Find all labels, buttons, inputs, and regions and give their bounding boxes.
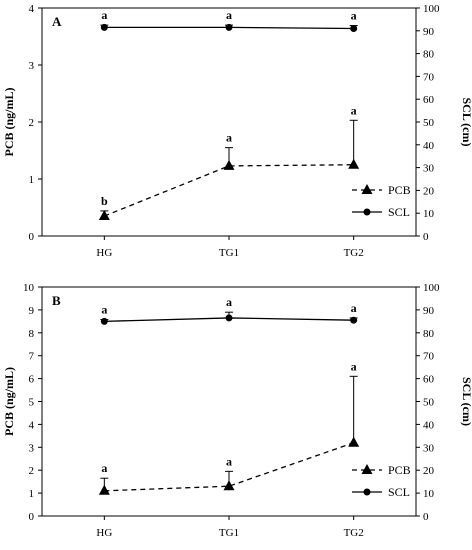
plot-frame bbox=[41, 7, 417, 237]
y-tick-label-right: 50 bbox=[423, 397, 435, 409]
y-tick-label-right: 60 bbox=[423, 374, 435, 386]
y-tick-label-left: 2 bbox=[29, 465, 35, 477]
y-tick-label-right: 50 bbox=[423, 117, 435, 129]
legend-triangle-marker bbox=[361, 184, 373, 194]
y-tick-label-left: 2 bbox=[29, 117, 35, 129]
y-axis-title-right: SCL (cm) bbox=[460, 98, 472, 147]
circle-marker bbox=[100, 317, 108, 325]
y-tick-label-left: 4 bbox=[29, 3, 35, 15]
legend-label: PCB bbox=[388, 183, 411, 197]
y-tick-label-left: 3 bbox=[29, 442, 35, 454]
legend-circle-marker bbox=[363, 208, 371, 216]
x-tick-label: TG2 bbox=[344, 247, 364, 259]
triangle-marker bbox=[348, 436, 360, 447]
y-tick-label-right: 100 bbox=[423, 3, 440, 15]
significance-letter: a bbox=[101, 8, 107, 22]
y-tick-label-right: 70 bbox=[423, 71, 435, 83]
y-tick-label-right: 90 bbox=[423, 305, 435, 317]
y-tick-label-right: 10 bbox=[423, 208, 435, 220]
triangle-marker bbox=[348, 158, 360, 169]
x-tick-label: HG bbox=[96, 527, 112, 539]
y-tick-label-left: 1 bbox=[29, 174, 35, 186]
y-tick-label-left: 5 bbox=[29, 397, 35, 409]
significance-letter: a bbox=[351, 359, 357, 373]
circle-marker bbox=[225, 314, 233, 322]
significance-letter: a bbox=[226, 454, 232, 468]
y-tick-label-right: 0 bbox=[423, 231, 429, 243]
triangle-marker bbox=[223, 480, 235, 491]
legend-circle-marker bbox=[363, 488, 371, 496]
legend-label: SCL bbox=[388, 205, 410, 219]
y-axis-title-left: PCB (ng/mL) bbox=[2, 87, 16, 156]
y-tick-label-left: 6 bbox=[29, 374, 35, 386]
y-axis-title-right: SCL (cm) bbox=[460, 377, 472, 426]
x-tick-label: TG1 bbox=[219, 527, 239, 539]
circle-marker bbox=[350, 25, 358, 33]
panel-letter: A bbox=[52, 14, 62, 29]
x-tick-label: HG bbox=[96, 247, 112, 259]
y-tick-label-right: 0 bbox=[423, 511, 429, 523]
circle-marker bbox=[225, 23, 233, 31]
y-tick-label-right: 20 bbox=[423, 185, 435, 197]
series-line bbox=[104, 164, 354, 217]
triangle-marker bbox=[98, 484, 110, 495]
significance-letter: a bbox=[101, 461, 107, 475]
significance-letter: a bbox=[226, 131, 232, 145]
triangle-marker bbox=[223, 159, 235, 170]
y-tick-label-right: 70 bbox=[423, 351, 435, 363]
y-tick-label-left: 9 bbox=[29, 305, 35, 317]
x-tick-label: TG1 bbox=[219, 247, 239, 259]
y-tick-label-right: 40 bbox=[423, 419, 435, 431]
y-tick-label-left: 1 bbox=[29, 488, 35, 500]
series-pcb: b a a bbox=[98, 103, 360, 221]
y-tick-label-right: 80 bbox=[423, 328, 435, 340]
y-tick-label-left: 10 bbox=[23, 282, 35, 294]
y-tick-label-right: 60 bbox=[423, 94, 435, 106]
panel-letter: B bbox=[52, 293, 61, 308]
y-tick-label-right: 20 bbox=[423, 465, 435, 477]
legend-label: SCL bbox=[388, 485, 410, 499]
legend: PCB SCL bbox=[352, 183, 411, 219]
significance-letter: a bbox=[226, 8, 232, 22]
triangle-marker bbox=[98, 210, 110, 221]
y-tick-label-left: 0 bbox=[29, 231, 35, 243]
y-tick-label-right: 30 bbox=[423, 163, 435, 175]
significance-letter: b bbox=[101, 194, 108, 208]
x-tick-label: TG2 bbox=[344, 527, 364, 539]
legend-triangle-marker bbox=[361, 464, 373, 474]
y-tick-label-left: 0 bbox=[29, 511, 35, 523]
significance-letter: a bbox=[351, 301, 357, 315]
legend-label: PCB bbox=[388, 463, 411, 477]
significance-letter: a bbox=[101, 303, 107, 317]
y-tick-label-right: 40 bbox=[423, 140, 435, 152]
y-tick-label-right: 80 bbox=[423, 49, 435, 61]
y-tick-label-right: 10 bbox=[423, 488, 435, 500]
series-pcb: a a a bbox=[98, 359, 360, 495]
y-tick-label-right: 100 bbox=[423, 282, 440, 294]
y-tick-label-left: 4 bbox=[29, 419, 35, 431]
significance-letter: a bbox=[351, 9, 357, 23]
y-tick-label-right: 30 bbox=[423, 442, 435, 454]
legend: PCB SCL bbox=[352, 463, 411, 499]
y-axis-title-left: PCB (ng/mL) bbox=[2, 367, 16, 436]
circle-marker bbox=[100, 23, 108, 31]
y-tick-label-right: 90 bbox=[423, 26, 435, 38]
y-tick-label-left: 8 bbox=[29, 328, 35, 340]
circle-marker bbox=[350, 316, 358, 324]
y-tick-label-left: 3 bbox=[29, 60, 35, 72]
significance-letter: a bbox=[226, 295, 232, 309]
significance-letter: a bbox=[351, 103, 357, 117]
y-tick-label-left: 7 bbox=[29, 351, 35, 363]
